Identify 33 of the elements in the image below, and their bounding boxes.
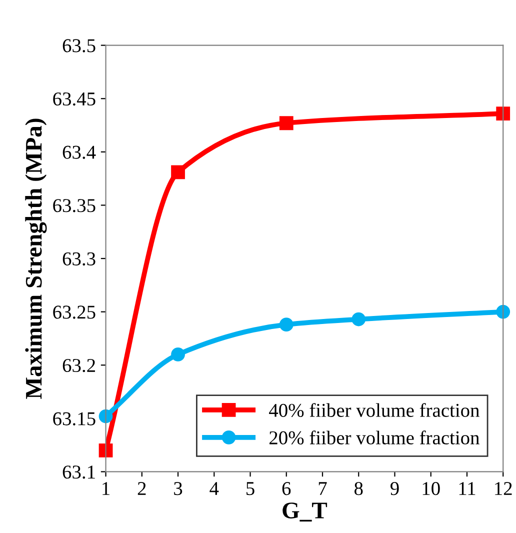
y-tick-label: 63.35 xyxy=(53,199,96,212)
point xyxy=(496,106,510,120)
point xyxy=(279,116,294,130)
point xyxy=(171,165,185,180)
x-axis-title: G_T xyxy=(282,502,328,522)
y-tick-label: 63.2 xyxy=(62,358,95,372)
point xyxy=(98,409,113,424)
point xyxy=(352,312,366,326)
x-tick-label: 9 xyxy=(390,482,399,496)
x-tick-label: 5 xyxy=(246,482,254,496)
legend-label: 40% fiiber volume fraction xyxy=(269,403,480,418)
point xyxy=(171,348,185,362)
y-tick-label: 63.4 xyxy=(62,146,96,159)
x-tick-label: 8 xyxy=(354,482,363,496)
point xyxy=(279,318,294,332)
x-tick-label: 2 xyxy=(138,482,146,495)
x-tick-label: 10 xyxy=(422,482,440,496)
y-tick-label: 63.15 xyxy=(53,412,96,426)
legend-label: 20% fiiber volume fraction xyxy=(270,430,480,444)
x-tick-label: 12 xyxy=(495,482,512,495)
x-tick-label: 7 xyxy=(318,482,327,495)
x-tick-label: 1 xyxy=(102,482,110,495)
y-tick-label: 63.5 xyxy=(62,39,96,52)
y-axis-title: Maximum Strenghth (MPa) xyxy=(25,118,47,399)
x-tick-label: 3 xyxy=(174,482,182,496)
y-tick-label: 63.3 xyxy=(62,252,96,266)
x-tick-label: 6 xyxy=(282,482,291,496)
x-tick-label: 4 xyxy=(210,482,219,495)
point xyxy=(496,304,510,319)
y-tick-label: 63.25 xyxy=(53,306,96,319)
y-tick-label: 63.1 xyxy=(62,466,95,479)
x-tick-label: 11 xyxy=(459,482,476,495)
y-tick-label: 63.45 xyxy=(53,92,96,106)
